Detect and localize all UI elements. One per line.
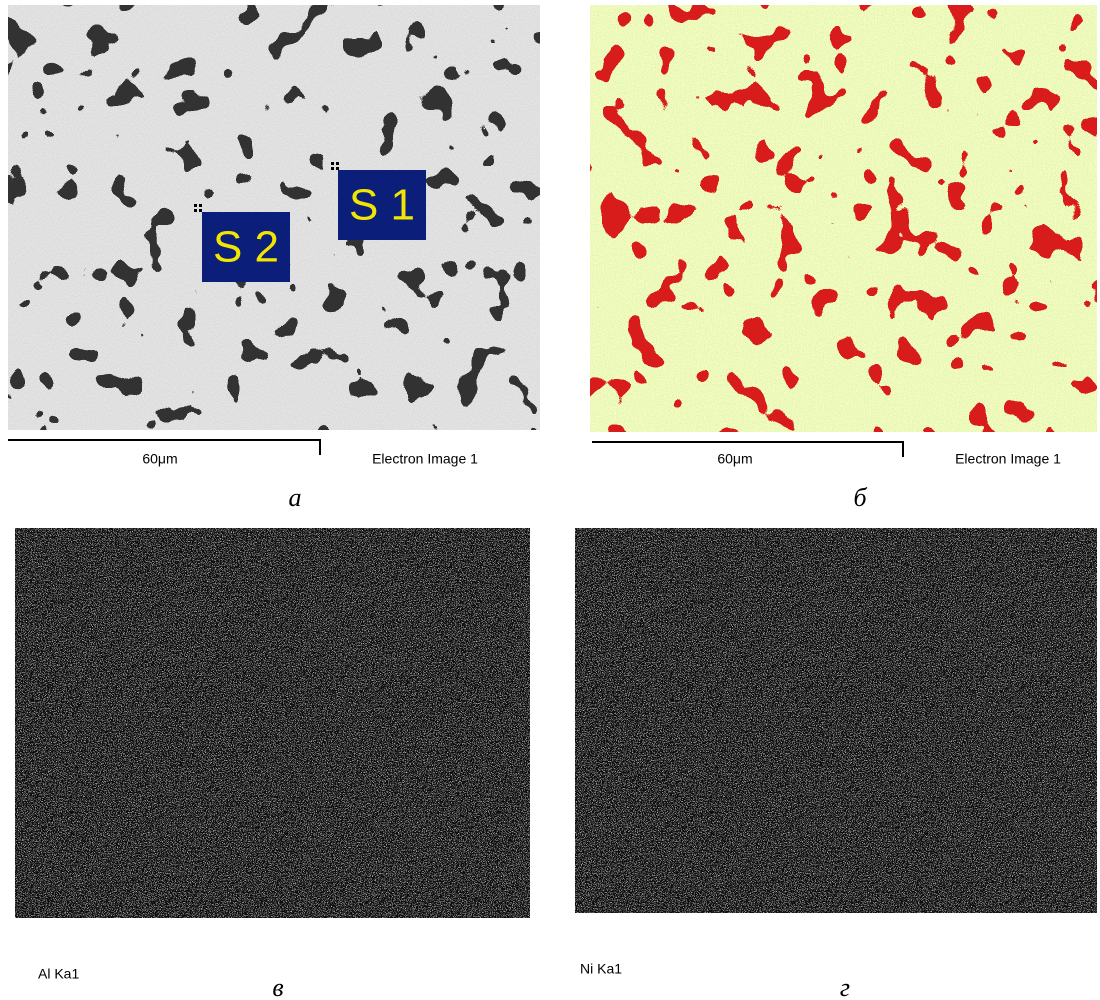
- map-caption: Ni Ka1: [580, 961, 622, 977]
- figure: S 1 S 2 60μm Electron Image 1 а 60μm Ele…: [0, 0, 1100, 1000]
- panel-label: г: [840, 973, 850, 1000]
- spectrum-marker: S 1: [331, 162, 426, 240]
- panel-label: а: [289, 483, 302, 512]
- element-overlay-map: [590, 5, 1097, 432]
- spectrum-label: S 2: [213, 223, 279, 272]
- scale-bar-label: 60μm: [142, 451, 177, 467]
- scale-bar-label: 60μm: [717, 451, 752, 467]
- panel-label: в: [272, 973, 283, 1000]
- image-title: Electron Image 1: [955, 451, 1061, 467]
- spectrum-marker: S 2: [194, 204, 290, 282]
- panel-label: б: [853, 483, 867, 512]
- map-caption: Al Ka1: [38, 966, 79, 982]
- image-title: Electron Image 1: [372, 451, 478, 467]
- element-map: [15, 528, 530, 918]
- spectrum-label: S 1: [349, 181, 415, 230]
- element-map: [575, 528, 1097, 913]
